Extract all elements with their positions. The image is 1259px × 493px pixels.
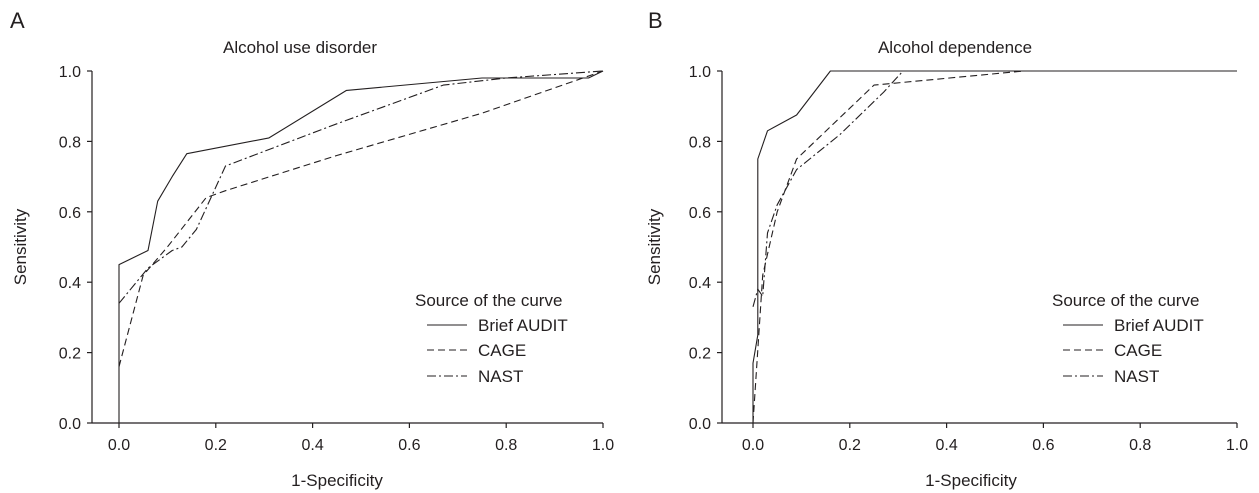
x-tick-label: 0.2 [839, 437, 861, 454]
y-tick-label: 0.4 [59, 275, 81, 292]
legend-label-nast: NAST [478, 367, 523, 386]
series-line-cage [118, 70, 604, 367]
y-tick-label: 0.4 [689, 275, 711, 292]
series-line-nast [752, 70, 1237, 307]
y-tick-label: 1.0 [59, 64, 81, 81]
legend: Source of the curve Brief AUDIT CAGE NAST [415, 291, 568, 386]
legend: Source of the curve Brief AUDIT CAGE NAST [1052, 291, 1204, 386]
y-tick-label: 1.0 [689, 64, 711, 81]
series-line-brief-audit [752, 70, 1237, 423]
chart-title: Alcohol dependence [878, 38, 1032, 57]
chart-panel-a: A Alcohol use disorder 0.0 0.2 0.4 0.6 0.8 1.0 0… [10, 8, 614, 490]
series-line-brief-audit [118, 70, 604, 423]
x-tick-label: 0.8 [1129, 437, 1151, 454]
y-tick-label: 0.6 [59, 205, 81, 222]
legend-title: Source of the curve [1052, 291, 1199, 310]
y-tick-label: 0.8 [59, 134, 81, 151]
x-tick-label: 0.8 [495, 437, 517, 454]
x-tick-label: 0.4 [301, 437, 323, 454]
legend-label-cage: CAGE [1114, 341, 1162, 360]
y-tick-label: 0.2 [59, 346, 81, 363]
x-axis-label: 1-Specificity [291, 471, 383, 490]
y-tick-label: 0.6 [689, 205, 711, 222]
legend-label-nast: NAST [1114, 367, 1159, 386]
x-tick-label: 1.0 [592, 437, 614, 454]
x-tick-label: 0.0 [108, 437, 130, 454]
series-line-nast [118, 70, 604, 304]
legend-title: Source of the curve [415, 291, 562, 310]
x-tick-label: 0.0 [742, 437, 764, 454]
panel-letter: B [648, 8, 663, 33]
chart-panel-b: B Alcohol dependence 0.0 0.2 0.4 0.6 0.8 1.0 0.0… [645, 8, 1248, 490]
x-tick-label: 0.6 [398, 437, 420, 454]
x-axis-label: 1-Specificity [925, 471, 1017, 490]
y-tick-label: 0.2 [689, 346, 711, 363]
y-tick-label: 0.0 [59, 416, 81, 433]
chart-title: Alcohol use disorder [223, 38, 377, 57]
legend-label-cage: CAGE [478, 341, 526, 360]
y-tick-label: 0.0 [689, 416, 711, 433]
legend-label-brief-audit: Brief AUDIT [1114, 316, 1204, 335]
x-tick-label: 0.2 [205, 437, 227, 454]
y-tick-label: 0.8 [689, 134, 711, 151]
x-tick-label: 0.6 [1032, 437, 1054, 454]
series-line-cage [752, 70, 1237, 424]
x-tick-label: 1.0 [1226, 437, 1248, 454]
panel-letter: A [10, 8, 25, 33]
x-tick-label: 0.4 [935, 437, 957, 454]
y-axis-label: Sensitivity [645, 208, 664, 285]
y-axis-label: Sensitivity [11, 208, 30, 285]
legend-label-brief-audit: Brief AUDIT [478, 316, 568, 335]
